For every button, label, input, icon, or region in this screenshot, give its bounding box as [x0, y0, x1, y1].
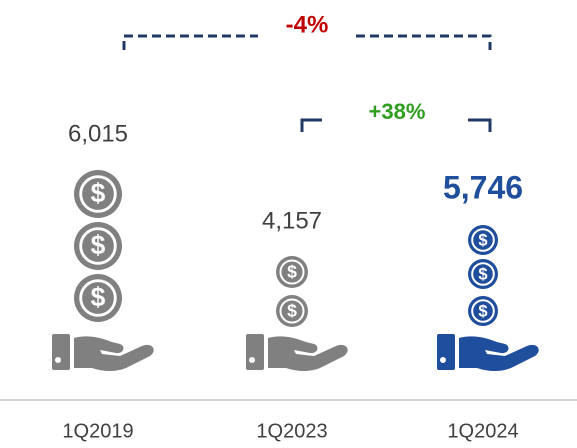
- coin-symbol: $: [91, 282, 106, 312]
- coin-ring: [471, 228, 495, 252]
- coin-symbol: $: [287, 301, 297, 321]
- coin-ring: [471, 262, 495, 286]
- coin-symbol: $: [478, 231, 487, 249]
- hand-palm: [74, 336, 154, 371]
- coin: $: [276, 295, 308, 327]
- value-label: 5,746: [443, 169, 523, 205]
- coin: $: [468, 296, 498, 326]
- bracket-recent: [300, 118, 492, 132]
- coin: $: [468, 259, 498, 289]
- coin-ring: [79, 227, 117, 265]
- coin-ring: [79, 279, 117, 317]
- hand-cuff-dot: [440, 357, 446, 363]
- hand-cuff-dot: [55, 357, 61, 363]
- coin: $: [74, 274, 122, 322]
- coin: $: [74, 222, 122, 270]
- coin-symbol: $: [91, 178, 106, 208]
- hand-cuff: [246, 334, 264, 370]
- coin-symbol: $: [478, 302, 487, 320]
- coin-symbol: $: [478, 265, 487, 283]
- hand: [437, 334, 539, 371]
- coin: $: [276, 256, 308, 288]
- hand-palm: [268, 336, 348, 371]
- period-label: 1Q2019: [62, 420, 133, 442]
- coin-symbol: $: [287, 262, 297, 282]
- coin-ring: [471, 299, 495, 323]
- period-label: 1Q2024: [447, 420, 518, 442]
- value-label: 6,015: [68, 120, 128, 147]
- coin-ring: [279, 298, 305, 324]
- coin-ring: [279, 259, 305, 285]
- hand-cuff: [437, 334, 455, 370]
- change-label: +38%: [369, 99, 426, 124]
- hand-cuff-dot: [249, 357, 255, 363]
- value-label: 4,157: [262, 207, 322, 234]
- coin-ring: [79, 175, 117, 213]
- change-label: -4%: [286, 11, 329, 38]
- hand-cuff: [52, 334, 70, 370]
- hand-palm: [459, 336, 539, 371]
- hand: [246, 334, 348, 371]
- coin-symbol: $: [91, 230, 106, 260]
- period-label: 1Q2023: [256, 420, 327, 442]
- bracket-total: [122, 34, 492, 50]
- coin: $: [468, 225, 498, 255]
- coin: $: [74, 170, 122, 218]
- hand: [52, 334, 154, 371]
